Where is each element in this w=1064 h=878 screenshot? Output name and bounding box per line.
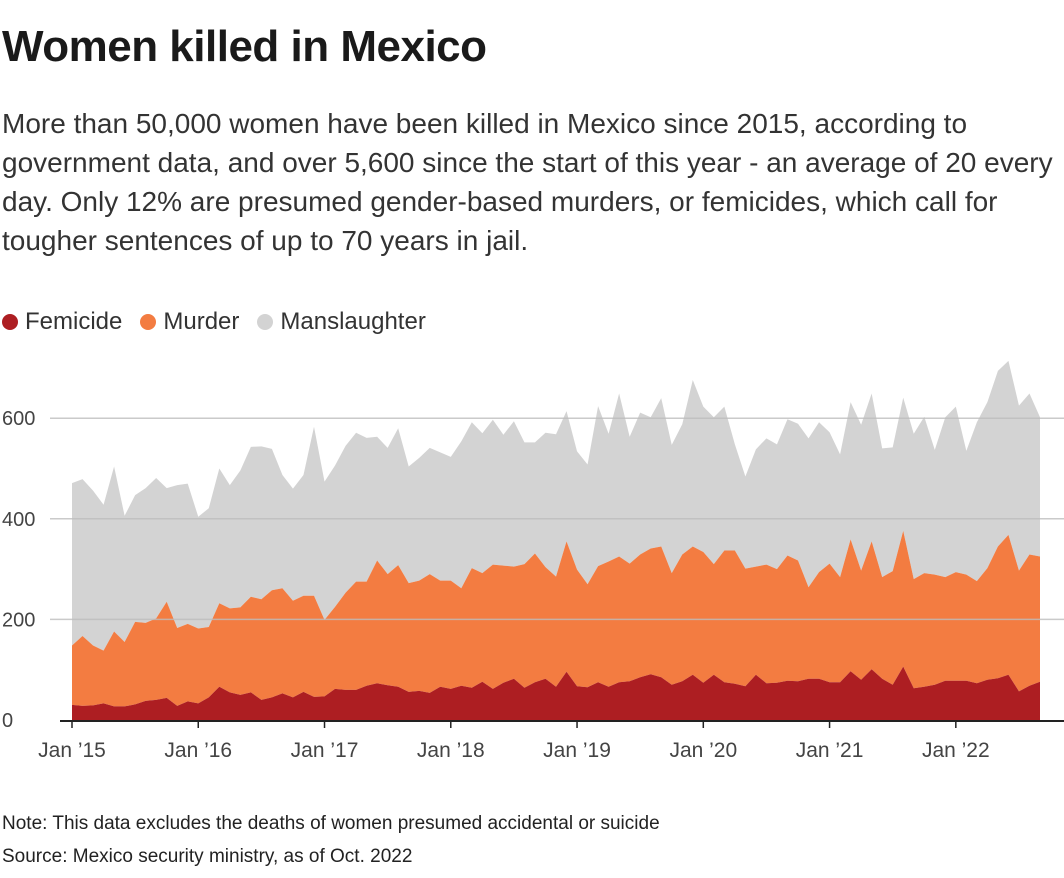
x-tick-label: Jan ’18 <box>417 739 485 762</box>
chart-subtitle: More than 50,000 women have been killed … <box>2 108 1053 256</box>
x-tick-label: Jan ’20 <box>669 739 737 762</box>
area-femicide <box>72 666 1040 720</box>
legend-swatch-murder <box>140 314 157 330</box>
y-tick-label: 600 <box>2 408 35 430</box>
y-tick-label: 200 <box>2 609 35 631</box>
area-murder <box>72 530 1040 707</box>
legend: Femicide Murder Manslaughter <box>2 308 426 336</box>
x-tick-label: Jan ’22 <box>922 739 990 762</box>
x-tick-label: Jan ’21 <box>796 739 864 762</box>
legend-item-murder: Murder <box>140 308 239 336</box>
x-tick-label: Jan ’17 <box>291 739 359 762</box>
legend-item-femicide: Femicide <box>2 308 122 336</box>
x-tick-label: Jan ’16 <box>164 739 232 762</box>
stacked-area-chart: 0 200 400 600 Jan ’15 Jan ’16 Jan ’17 Jan ’18 Ja… <box>2 360 1064 762</box>
chart-source: Source: Mexico security ministry, as of … <box>2 846 413 867</box>
y-tick-label: 0 <box>2 710 13 732</box>
legend-label-manslaughter: Manslaughter <box>280 308 426 335</box>
legend-label-femicide: Femicide <box>25 308 123 335</box>
legend-label-murder: Murder <box>163 308 240 335</box>
chart-note: Note: This data excludes the deaths of w… <box>2 813 660 834</box>
area-manslaughter <box>72 360 1040 651</box>
legend-swatch-femicide <box>2 314 18 330</box>
y-tick-label: 400 <box>2 509 35 531</box>
chart-title: Women killed in Mexico <box>2 22 487 71</box>
legend-item-manslaughter: Manslaughter <box>257 308 426 336</box>
legend-swatch-manslaughter <box>257 314 274 330</box>
x-tick-label: Jan ’19 <box>543 739 611 762</box>
x-tick-label: Jan ’15 <box>38 739 106 762</box>
